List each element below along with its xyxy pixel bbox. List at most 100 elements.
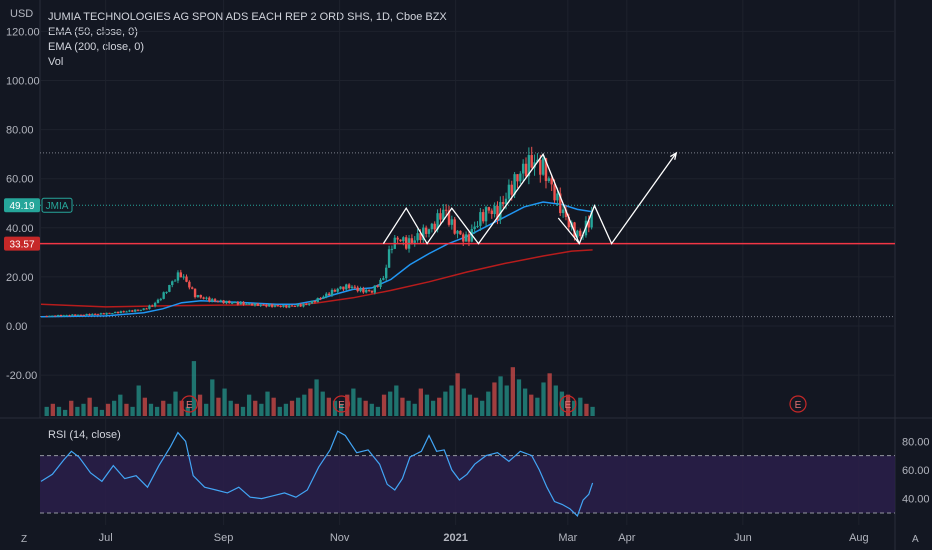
candle-body <box>476 225 479 227</box>
candle-body <box>290 305 294 307</box>
legend-vol[interactable]: Vol <box>48 56 64 68</box>
earnings-marker-circle <box>789 395 807 413</box>
candle-body <box>222 300 225 304</box>
candle-body <box>133 309 137 312</box>
x-tick-jun[interactable]: Jun <box>734 532 752 544</box>
volume-bar <box>130 406 135 416</box>
x-tick-mar[interactable]: Mar <box>558 532 577 544</box>
candle-body <box>74 314 77 316</box>
volume-bar <box>553 385 558 416</box>
earnings-marker-label: E <box>565 400 572 411</box>
volume-bar <box>535 397 540 416</box>
candle-body <box>51 315 54 317</box>
auto-scale-button[interactable]: A <box>912 534 919 545</box>
legend-ema50[interactable]: EMA (50, close, 0) <box>48 26 138 38</box>
volume-bar <box>455 373 460 416</box>
candle-body <box>464 234 468 242</box>
legend-title[interactable]: JUMIA TECHNOLOGIES AG SPON ADS EACH REP … <box>48 11 447 23</box>
candle-body <box>208 297 211 302</box>
volume-bar <box>296 397 301 416</box>
candle-body <box>507 184 511 199</box>
candle-body <box>436 213 439 230</box>
candle-body <box>48 315 51 317</box>
candle-body <box>142 308 145 310</box>
volume-bar <box>590 406 595 416</box>
volume-bar <box>357 397 362 416</box>
volume-bar <box>584 403 589 416</box>
candle-body <box>462 234 465 242</box>
candle-body <box>230 302 234 304</box>
candle-body <box>242 302 245 305</box>
candle-body <box>239 302 242 305</box>
volume-bar <box>228 400 233 416</box>
volume-bar <box>516 379 522 416</box>
candle-body <box>519 173 522 182</box>
candle-body <box>362 288 365 293</box>
volume-bar <box>381 394 387 416</box>
volume-bar <box>345 394 350 416</box>
candle-body <box>327 293 331 296</box>
candle-body <box>108 312 111 314</box>
timezone-button[interactable]: Z <box>21 534 28 545</box>
candle-body <box>482 212 485 222</box>
rsi-legend[interactable]: RSI (14, close) <box>48 429 121 441</box>
earnings-marker-label: E <box>338 400 345 411</box>
candle-body <box>365 289 368 293</box>
candle-body <box>139 309 143 311</box>
candle-body <box>193 288 197 298</box>
candle-body <box>385 267 388 279</box>
pattern-zigzag <box>382 152 580 245</box>
volume-bar <box>437 397 442 416</box>
candle-body <box>59 315 63 317</box>
x-tick-2021[interactable]: 2021 <box>443 532 467 544</box>
x-tick-sep[interactable]: Sep <box>214 532 234 544</box>
candle-body <box>91 313 94 316</box>
candle-body <box>113 311 117 314</box>
candle-body <box>94 313 97 315</box>
candle-body <box>373 285 377 293</box>
candle-body <box>330 289 334 296</box>
candle-body <box>151 305 154 307</box>
x-tick-jul[interactable]: Jul <box>99 532 113 544</box>
volume-bar <box>191 361 197 416</box>
volume-bar <box>99 409 105 416</box>
x-tick-nov[interactable]: Nov <box>330 532 350 544</box>
candle-body <box>285 305 288 308</box>
candle-body <box>521 163 525 174</box>
legend-ema200[interactable]: EMA (200, close, 0) <box>48 41 144 53</box>
candle-body <box>62 315 66 317</box>
x-tick-aug[interactable]: Aug <box>849 532 869 544</box>
candle-body <box>387 249 391 268</box>
candle-body <box>439 213 442 220</box>
candle-body <box>71 314 74 316</box>
candle-body <box>350 286 354 288</box>
candle-body <box>353 286 357 288</box>
volume-bar <box>363 400 368 416</box>
candle-body <box>376 285 379 287</box>
volume-bar <box>81 403 86 416</box>
volume-bar <box>308 388 313 416</box>
currency-label: USD <box>10 8 33 20</box>
volume-bar <box>547 373 552 416</box>
candle-body <box>225 300 228 304</box>
candle-body <box>396 237 399 240</box>
x-tick-apr[interactable]: Apr <box>618 532 635 544</box>
candle-body <box>213 299 217 302</box>
candle-body <box>544 158 548 181</box>
candle-body <box>188 281 191 288</box>
candle-body <box>590 212 593 228</box>
rsi-band-fill <box>40 455 895 513</box>
candle-body <box>333 289 337 292</box>
earnings-marker-circle <box>559 395 577 413</box>
candle-body <box>262 304 265 306</box>
projection-path <box>557 152 677 245</box>
volume-bar <box>412 403 417 416</box>
volume-bar <box>498 376 503 416</box>
candle-body <box>473 226 476 230</box>
candle-body <box>424 227 428 234</box>
candle-body <box>559 193 562 214</box>
volume-bar <box>246 394 252 416</box>
candle-body <box>82 314 85 316</box>
volume-bar <box>394 385 399 416</box>
